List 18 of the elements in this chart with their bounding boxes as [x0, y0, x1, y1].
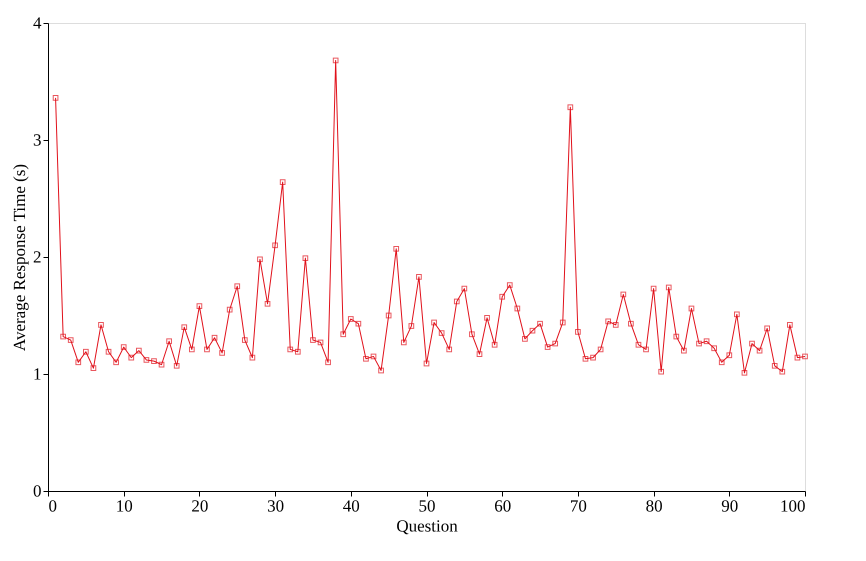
- x-tick-label: 70: [570, 496, 587, 516]
- y-tick-label: 1: [33, 364, 42, 384]
- y-tick-label: 3: [33, 130, 42, 150]
- x-tick-label: 30: [267, 496, 284, 516]
- y-tick-label: 4: [33, 14, 42, 32]
- x-axis-title: Question: [396, 516, 458, 536]
- x-tick-label: 0: [48, 496, 57, 516]
- x-tick-label: 100: [780, 496, 806, 516]
- x-tick-label: 80: [646, 496, 663, 516]
- x-tick-label: 40: [342, 496, 360, 516]
- x-tick-label: 50: [418, 496, 436, 516]
- x-tick-label: 90: [721, 496, 738, 516]
- y-tick-label: 0: [33, 482, 42, 500]
- y-tick-label: 2: [33, 248, 42, 266]
- y-axis-title: Average Response Time (s): [10, 164, 29, 352]
- x-tick-label: 10: [116, 496, 133, 516]
- x-tick-label: 60: [494, 496, 512, 516]
- x-tick-label: 20: [191, 496, 208, 516]
